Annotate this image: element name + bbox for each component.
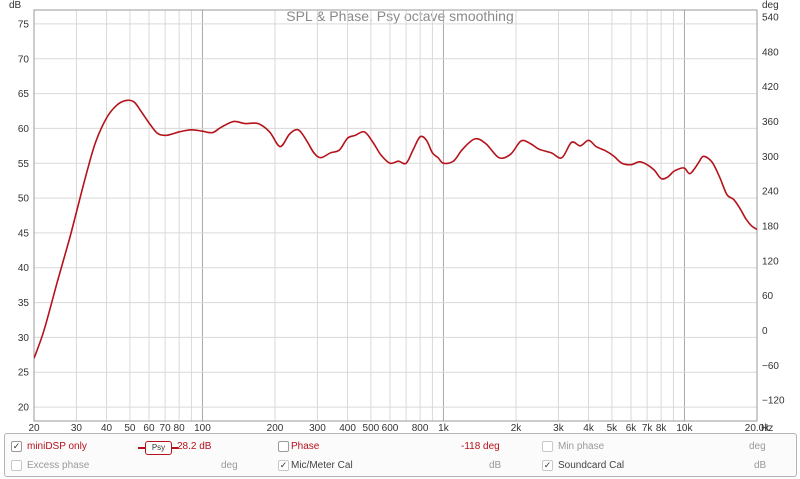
soundcard-cal-checkbox[interactable]: ✓	[542, 460, 553, 471]
x-tick-label: 60	[143, 423, 155, 432]
y-tick-label-left: 60	[18, 124, 30, 135]
excess-phase-value: deg	[221, 460, 238, 471]
spl-trace-label[interactable]: miniDSP only	[27, 441, 87, 452]
x-tick-label: 10k	[676, 423, 693, 432]
mic-cal-label[interactable]: Mic/Meter Cal	[291, 460, 353, 471]
soundcard-cal-value: dB	[754, 460, 767, 471]
x-tick-label: 800	[412, 423, 429, 432]
y-tick-label-left: 55	[18, 159, 30, 170]
tick-labels: 20 30 40 50 60 70 80 100 200 300 400 500 600 800 1k 2k 3…	[18, 12, 785, 432]
plot-frame	[33, 9, 758, 422]
phase-label[interactable]: Phase	[291, 441, 320, 452]
y-tick-label-left: 40	[18, 263, 30, 274]
minphase-checkbox[interactable]	[542, 441, 553, 452]
mic-cal-checkbox[interactable]: ✓	[278, 460, 289, 471]
x-tick-label: 300	[309, 423, 326, 432]
x-tick-label: 4k	[583, 423, 595, 432]
spl-checkbox[interactable]: ✓	[11, 441, 22, 452]
x-tick-label: 2k	[511, 423, 523, 432]
chart-title: SPL & Phase, Psy octave smoothing	[286, 8, 514, 24]
series	[34, 99, 757, 359]
x-tick-label: 30	[71, 423, 83, 432]
smoothing-line-icon	[138, 447, 145, 449]
x-tick-label: 100	[194, 423, 211, 432]
mic-cal-value: dB	[489, 460, 502, 471]
y-tick-label-right: −60	[762, 361, 779, 372]
minphase-value: deg	[749, 441, 766, 452]
phase-value: -118 deg	[461, 441, 500, 452]
x-tick-label: 400	[339, 423, 356, 432]
y-tick-label-left: 50	[18, 194, 30, 205]
y-tick-label-left: 35	[18, 298, 30, 309]
y-tick-label-left: 30	[18, 333, 30, 344]
y-tick-label-left: 45	[18, 228, 30, 239]
x-unit: Hz	[761, 423, 773, 432]
y-tick-label-right: 300	[762, 152, 779, 163]
minphase-label[interactable]: Min phase	[558, 441, 605, 452]
x-tick-label: 8k	[656, 423, 668, 432]
excess-phase-label[interactable]: Excess phase	[27, 460, 90, 471]
smoothing-button[interactable]: Psy	[145, 441, 172, 455]
x-tick-label: 3k	[553, 423, 565, 432]
legend-panel: ✓ miniDSP only Psy 28.2 dB Phase -118 de…	[4, 433, 797, 477]
phase-checkbox[interactable]	[278, 441, 289, 452]
x-tick-label: 5k	[607, 423, 619, 432]
x-tick-label: 80	[174, 423, 186, 432]
x-tick-label: 20	[28, 423, 40, 432]
x-tick-label: 1k	[438, 423, 450, 432]
x-tick-label: 50	[124, 423, 136, 432]
y-tick-label-left: 75	[18, 19, 30, 30]
y-tick-label-left: 25	[18, 368, 30, 379]
x-tick-label: 500	[363, 423, 380, 432]
y-tick-label-right: 60	[762, 291, 774, 302]
x-tick-label: 70	[160, 423, 172, 432]
y-tick-label-right: 120	[762, 256, 779, 267]
grid	[34, 10, 757, 421]
y-tick-label-right: 480	[762, 47, 779, 58]
series-line-spl	[34, 99, 757, 359]
x-tick-label: 200	[267, 423, 284, 432]
y-tick-label-left: 70	[18, 54, 30, 65]
y-tick-label-right: 540	[762, 12, 779, 23]
y-unit-right: deg	[762, 0, 779, 11]
y-tick-label-right: 0	[762, 326, 768, 337]
x-tick-label: 6k	[626, 423, 638, 432]
y-tick-label-right: 180	[762, 221, 779, 232]
x-tick-label: 7k	[642, 423, 654, 432]
y-tick-label-right: −120	[762, 396, 785, 407]
excess-phase-checkbox[interactable]	[11, 460, 22, 471]
y-tick-label-left: 65	[18, 89, 30, 100]
smoothing-line-icon-right	[171, 447, 178, 449]
x-tick-label: 40	[101, 423, 113, 432]
x-tick-label: 600	[382, 423, 399, 432]
y-unit-left: dB	[9, 0, 22, 11]
x-tick-label: 20.0k	[745, 423, 770, 432]
y-tick-label-right: 420	[762, 82, 779, 93]
y-tick-label-left: 20	[18, 403, 30, 414]
y-tick-label-right: 240	[762, 187, 779, 198]
spl-value: 28.2 dB	[177, 441, 212, 452]
chart: SPL & Phase, Psy octave smoothing dB deg…	[9, 0, 785, 432]
soundcard-cal-label[interactable]: Soundcard Cal	[558, 460, 625, 471]
y-tick-label-right: 360	[762, 117, 779, 128]
